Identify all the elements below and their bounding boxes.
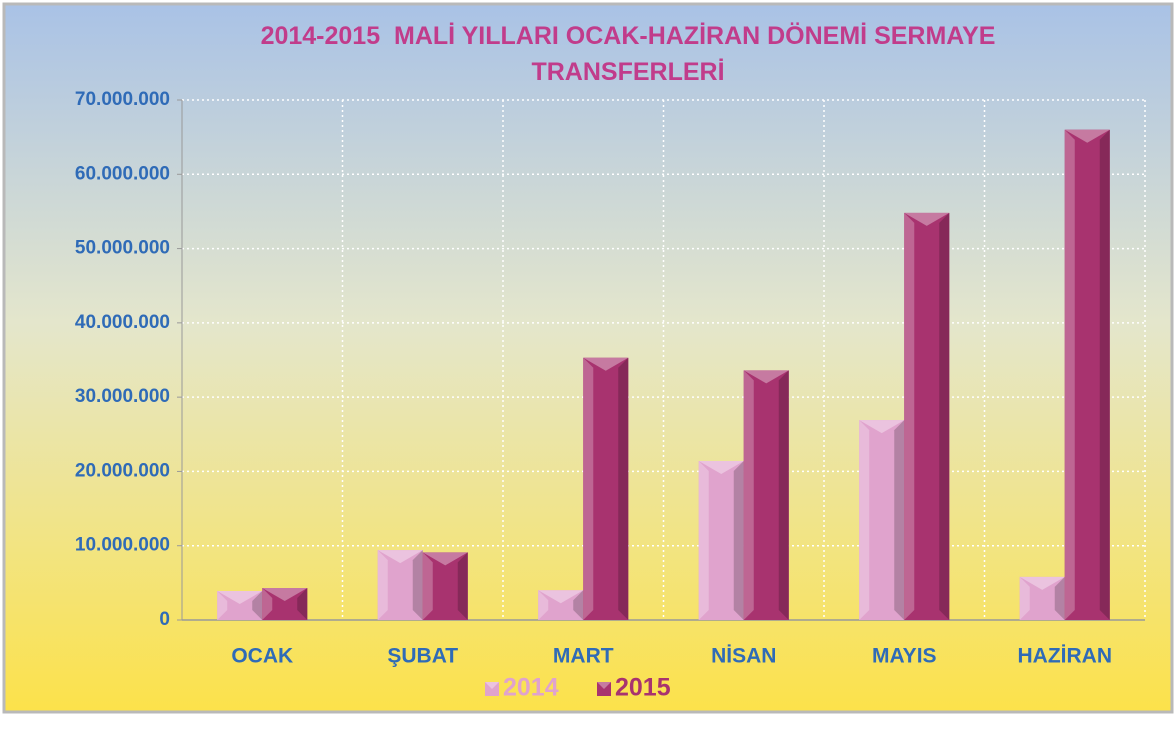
legend-swatch-bevel — [485, 682, 499, 689]
bar-bevel-right — [297, 588, 308, 620]
bar-bevel-right — [618, 357, 629, 620]
x-tick-label: OCAK — [231, 645, 293, 668]
bar-bevel-left — [262, 588, 273, 620]
y-tick-label: 10.000.000 — [75, 535, 170, 556]
bar-bevel-right — [457, 552, 468, 620]
bar-bevel-left — [698, 461, 709, 620]
bar-bevel-top — [859, 420, 905, 434]
bar-bevel-top — [583, 357, 629, 371]
bar-bevel-top — [1019, 576, 1065, 590]
bar-bevel-top — [262, 588, 308, 602]
bar-bevel-right — [778, 370, 789, 620]
bar-bevel-right — [894, 420, 905, 620]
y-tick-label: 30.000.000 — [75, 386, 170, 407]
bar-bevel-top — [217, 591, 263, 605]
x-tick-label: NİSAN — [711, 645, 776, 668]
x-tick-label: MART — [553, 645, 614, 668]
bar-bevel-left — [377, 550, 388, 620]
x-tick-label: ŞUBAT — [387, 645, 458, 668]
y-tick-label: 50.000.000 — [75, 238, 170, 259]
y-tick-label: 0 — [159, 609, 170, 630]
bar-bevel-top — [377, 550, 423, 564]
bar-bevel-right — [412, 550, 423, 620]
x-tick-label: MAYIS — [872, 645, 937, 668]
bar-bevel-left — [904, 212, 915, 620]
bar-bevel-right — [252, 591, 263, 620]
bar-bevel-left — [422, 552, 433, 620]
bar-bevel-top — [538, 590, 584, 604]
bar-bevel-left — [217, 591, 228, 620]
bar-bevel-left — [743, 370, 754, 620]
y-tick-label: 60.000.000 — [75, 163, 170, 184]
bar-bevel-top — [698, 461, 744, 475]
bar-bevel-left — [538, 590, 549, 620]
bar-bevel-left — [1064, 129, 1075, 620]
legend-swatch-bevel — [597, 682, 611, 689]
y-tick-label: 40.000.000 — [75, 312, 170, 333]
bar-bevel-right — [939, 212, 950, 620]
bar-bevel-left — [859, 420, 870, 620]
bar-bevel-top — [422, 552, 468, 566]
bar-bevel-top — [743, 370, 789, 384]
bar-bevel-right — [733, 461, 744, 620]
x-tick-label: HAZİRAN — [1018, 645, 1113, 668]
bar-bevel-right — [573, 590, 584, 620]
bar-bevel-top — [904, 212, 950, 226]
bar-bevel-left — [583, 357, 594, 620]
legend-label: 2015 — [615, 674, 671, 702]
bar-bevel-left — [1019, 576, 1030, 620]
legend-label: 2014 — [503, 674, 559, 702]
bar-bevel-right — [1099, 129, 1110, 620]
y-tick-label: 70.000.000 — [75, 89, 170, 110]
chart-title: 2014-2015 MALİ YILLARI OCAK-HAZİRAN DÖNE… — [260, 22, 1003, 86]
y-tick-label: 20.000.000 — [75, 460, 170, 481]
bar-bevel-right — [1054, 576, 1065, 620]
bar-bevel-top — [1064, 129, 1110, 143]
